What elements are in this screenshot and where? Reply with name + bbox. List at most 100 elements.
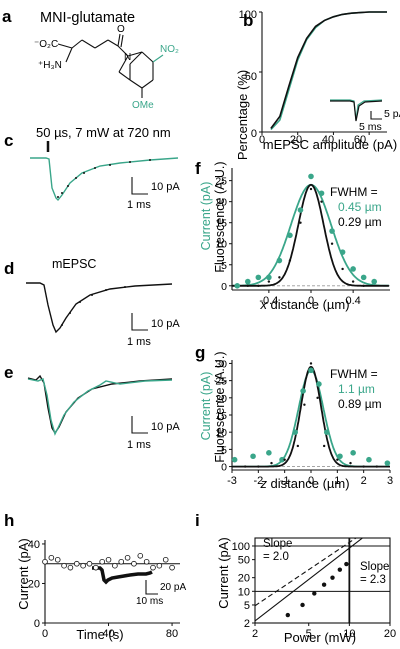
panel-i-ytick-label: 20 bbox=[238, 573, 250, 585]
panel-g-point bbox=[250, 453, 256, 460]
panel-i-xtick-label: 20 bbox=[384, 628, 396, 640]
panel-g-point bbox=[270, 461, 273, 465]
panel-g-point bbox=[384, 460, 391, 466]
panel-f-point bbox=[350, 266, 356, 272]
panel-h-point bbox=[156, 562, 163, 569]
panel-f-point bbox=[288, 259, 292, 262]
panel-h-point bbox=[105, 556, 112, 563]
panel-f-ytick-label: 0 bbox=[221, 281, 227, 293]
panel-i-xtick-label: 10 bbox=[343, 628, 355, 640]
panel-d: mEPSC 10 pA 1 ms bbox=[26, 257, 180, 348]
panel-i-fit-group bbox=[255, 538, 364, 622]
panel-i-slope-right: Slope = 2.3 bbox=[360, 561, 393, 586]
panel-i-ytick-label: 5 bbox=[244, 600, 250, 612]
panel-f-xtick-label: 0.4 bbox=[345, 295, 360, 307]
panel-h-scale-pa: 20 pA bbox=[160, 582, 186, 593]
panel-h-xtick-label: 80 bbox=[166, 628, 178, 640]
panel-f-point bbox=[320, 200, 323, 203]
panel-f-point bbox=[351, 280, 355, 283]
panel-b: Percentage (%) mEPSC amplitude (pA) 0 50… bbox=[235, 9, 400, 160]
panel-f-point bbox=[276, 257, 283, 264]
panel-letter-i: i bbox=[195, 511, 200, 530]
panel-i-slope-left: Slope = 2.0 bbox=[263, 538, 296, 563]
panel-letter-b: b bbox=[243, 11, 253, 30]
panel-h-point bbox=[73, 560, 80, 567]
panel-i-point bbox=[330, 575, 335, 580]
panel-f-point bbox=[278, 276, 281, 279]
panel-i-xtick-label: 2 bbox=[252, 628, 258, 640]
panel-h-point bbox=[99, 558, 105, 565]
panel-h-point bbox=[112, 562, 118, 569]
panel-b-xtick-2: 40 bbox=[322, 134, 334, 146]
panel-g-ytick-label: 5 bbox=[221, 444, 227, 456]
panel-b-xtick-1: 20 bbox=[290, 134, 302, 146]
panel-i-point bbox=[344, 561, 349, 567]
panel-g-xlabel-rest: distance (µm) bbox=[267, 476, 350, 491]
panel-b-series-0 bbox=[270, 11, 387, 131]
panel-h-ytick-label: 0 bbox=[34, 618, 40, 630]
panel-f-point bbox=[309, 187, 313, 191]
panel-g-point bbox=[324, 429, 330, 435]
panel-h-point bbox=[162, 556, 169, 563]
panel-g-point bbox=[337, 453, 343, 460]
panel-i-point bbox=[285, 612, 291, 618]
panel-letter-g: g bbox=[195, 343, 205, 362]
panel-c: 50 µs, 7 mW at 720 nm 10 pA 1 ms bbox=[30, 125, 180, 211]
panel-f-ylabel-green: Current (pA) bbox=[199, 182, 213, 251]
panel-f-point bbox=[329, 228, 335, 234]
panel-g-ytick-label: 0 bbox=[221, 462, 227, 474]
panel-i-frame bbox=[254, 537, 391, 624]
panel-g-point bbox=[316, 381, 322, 387]
panel-letter-f: f bbox=[195, 159, 201, 178]
panel-g-point bbox=[303, 403, 306, 406]
panel-g-point bbox=[292, 429, 299, 435]
panel-letter-c: c bbox=[4, 131, 13, 150]
panel-i-ytick-label: 10 bbox=[238, 586, 250, 598]
panel-g-point bbox=[257, 465, 260, 468]
panel-f-ytick-label: 20 bbox=[215, 197, 227, 209]
panel-f-point bbox=[257, 284, 260, 287]
panel-g-point bbox=[309, 362, 313, 365]
panel-f-point bbox=[297, 207, 304, 213]
panel-f: Current (pA) Fluorescence (A.U.) x dista… bbox=[199, 161, 382, 312]
panel-g-point bbox=[300, 388, 306, 394]
panel-e: 10 pA 1 ms bbox=[27, 374, 180, 451]
panel-g-ytick-label: 10 bbox=[215, 427, 227, 439]
panel-f-point bbox=[371, 278, 378, 285]
panel-i-ytick-label: 2 bbox=[244, 618, 250, 630]
panel-g-xtick-label: 2 bbox=[361, 475, 367, 487]
panel-d-label: mEPSC bbox=[52, 257, 96, 271]
panel-f-fwhm-green: 0.45 µm bbox=[338, 200, 382, 214]
panel-g-xlabel: z distance (µm) bbox=[259, 476, 349, 491]
panel-c-scale-pa: 10 pA bbox=[151, 181, 180, 193]
panel-g-point bbox=[366, 456, 372, 463]
panel-g-xtick-label: -1 bbox=[280, 475, 290, 487]
panel-a-structure: MNI-glutamate ⁻O₂C ⁺H₃N O N NO₂ bbox=[34, 10, 179, 111]
atom-n: N bbox=[124, 52, 131, 63]
panel-i-point bbox=[337, 567, 343, 572]
panel-b-xtick-0: 0 bbox=[259, 134, 265, 146]
panel-c-trace-green bbox=[30, 157, 179, 202]
panel-f-point bbox=[339, 249, 346, 255]
panel-b-ytick-2: 100 bbox=[239, 9, 257, 21]
panel-h-point bbox=[61, 562, 67, 569]
panel-h-point bbox=[150, 564, 156, 571]
panel-i-point bbox=[321, 582, 327, 587]
panel-g-xtick-label: -3 bbox=[227, 475, 237, 487]
panel-a-title: MNI-glutamate bbox=[40, 10, 135, 26]
panel-h-point bbox=[48, 554, 55, 561]
panel-f-point bbox=[255, 274, 262, 281]
panel-i-ytick-label: 100 bbox=[232, 541, 250, 553]
panel-h-point bbox=[143, 558, 150, 565]
panel-b-ytick-1: 50 bbox=[245, 71, 257, 83]
panel-i-point bbox=[312, 591, 317, 596]
panel-letter-d: d bbox=[4, 259, 14, 278]
panel-f-point bbox=[330, 242, 334, 245]
panel-i-ylabel: Current (pA) bbox=[216, 537, 231, 609]
panel-b-ytick-0: 0 bbox=[251, 128, 257, 140]
panel-f-ytick-label: 15 bbox=[215, 218, 227, 230]
panel-b-inset-scalebar bbox=[370, 111, 382, 120]
panel-g-point bbox=[243, 465, 247, 468]
panel-f-ytick-label: 25 bbox=[215, 176, 227, 188]
